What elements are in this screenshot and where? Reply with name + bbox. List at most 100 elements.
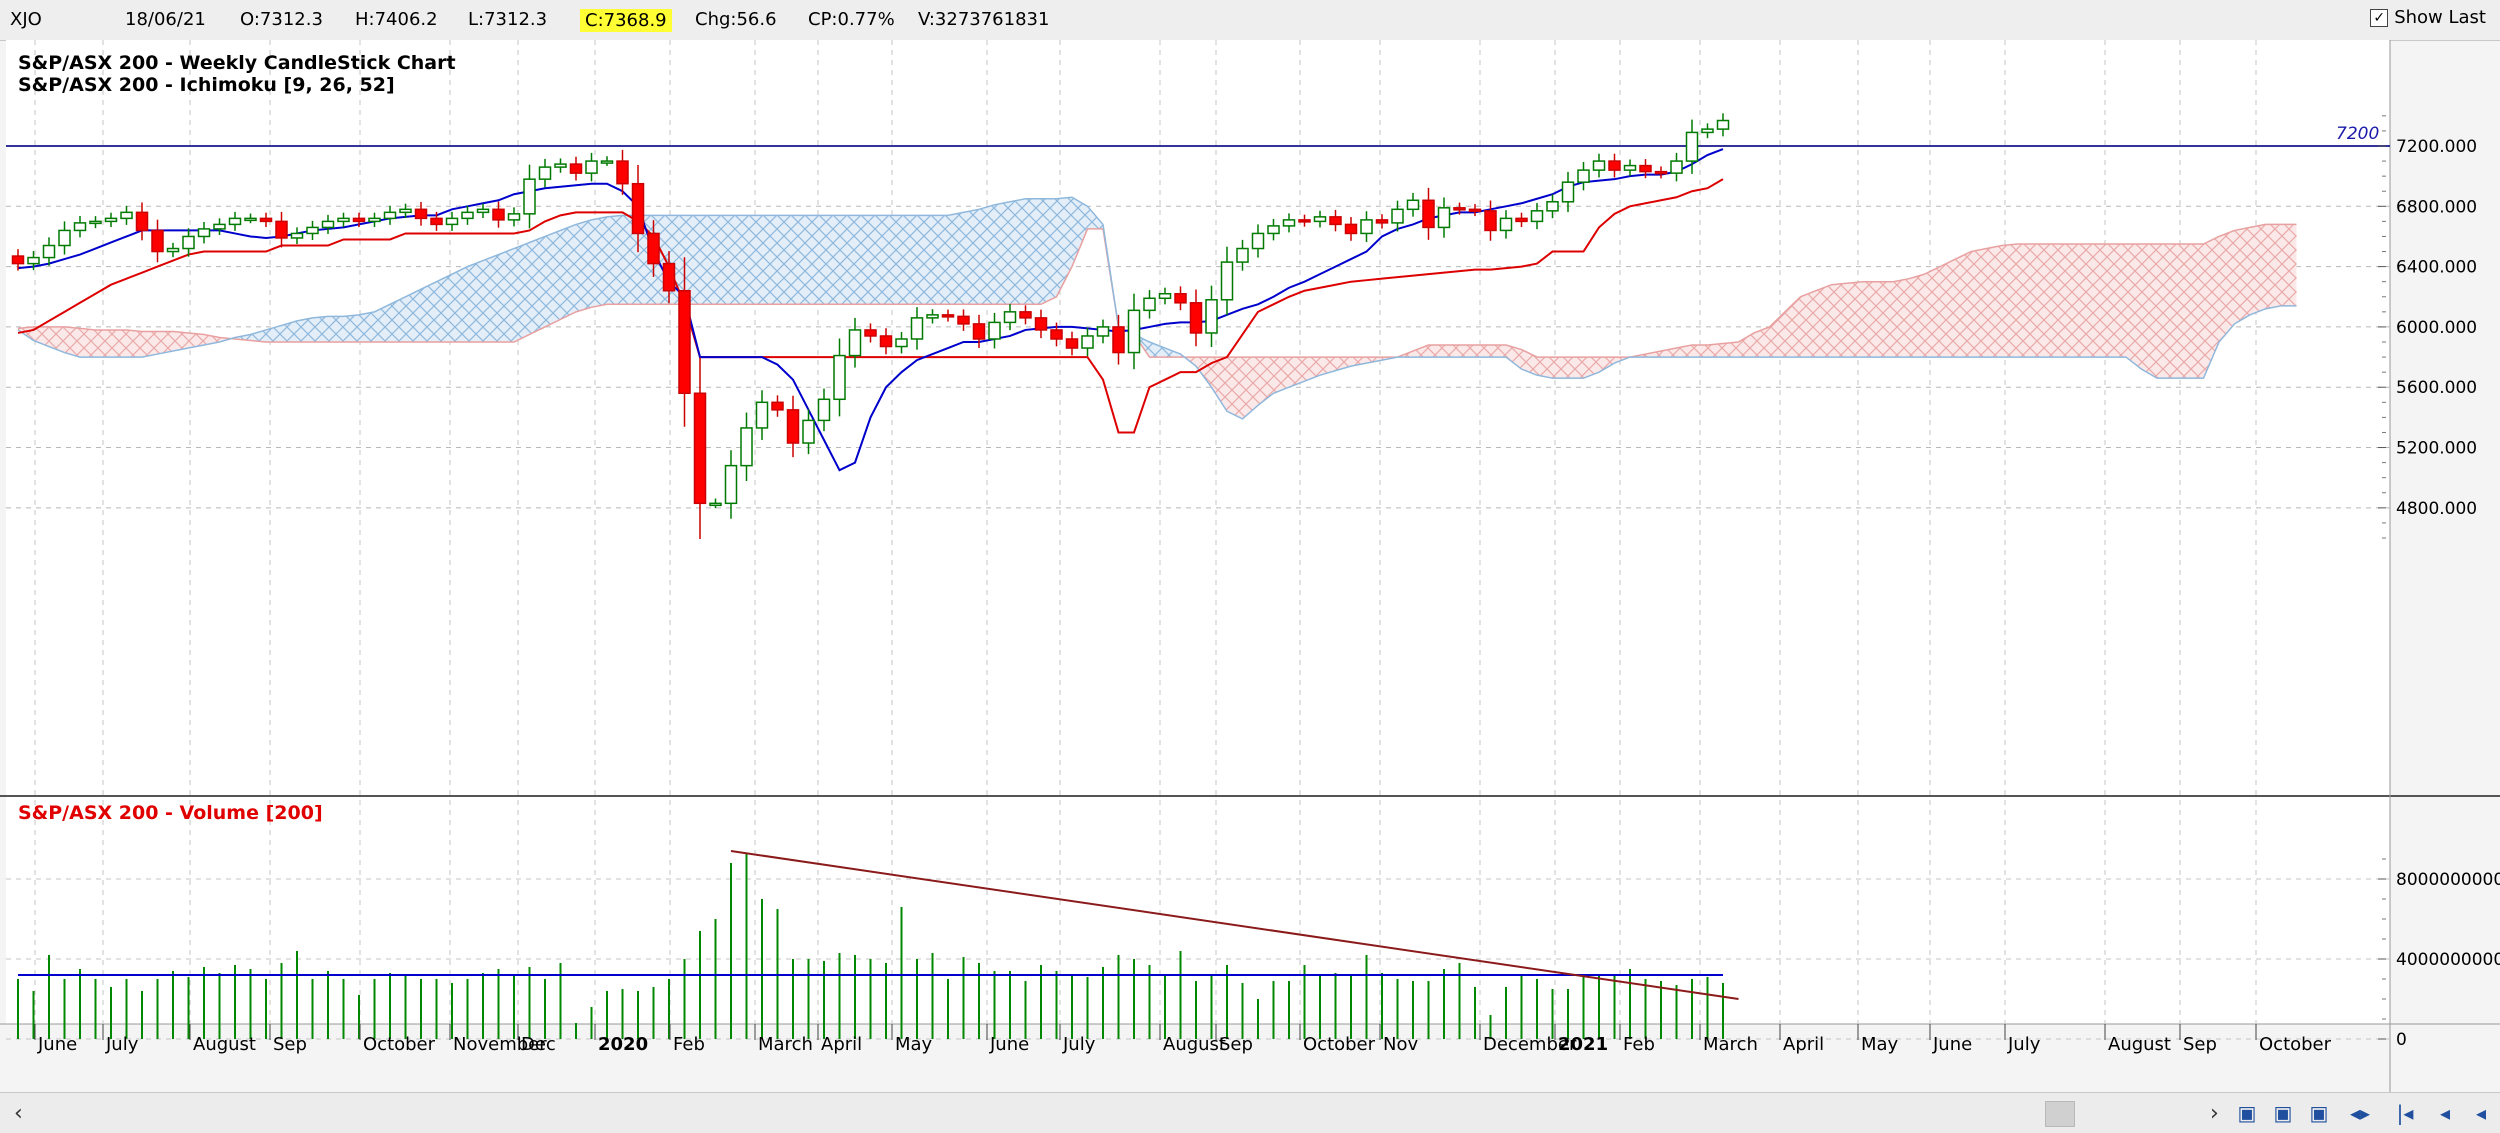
cloud-segment [808, 215, 824, 305]
cloud-segment [1738, 332, 1754, 358]
candle-up [306, 226, 319, 235]
candle-up [817, 398, 831, 422]
date-tick-label: October [2259, 1034, 2332, 1055]
horizontal-scrollbar[interactable]: ‹ › ▣ ▣ ▣ ◂▸ |◂ ◂ ◂ [0, 1092, 2500, 1133]
candle-up [1592, 160, 1606, 171]
candle-down [1422, 199, 1435, 229]
cloud-segment [2234, 227, 2250, 324]
candle-down [1189, 302, 1203, 334]
cloud-segment [2033, 244, 2049, 358]
candle-up [1530, 210, 1544, 223]
zoom-reset-icon[interactable]: ▣ [2309, 1101, 2329, 1125]
checkbox-check-icon[interactable]: ✓ [2370, 8, 2389, 27]
zoom-out-icon[interactable]: ▣ [2273, 1101, 2293, 1125]
candle-up [802, 419, 815, 444]
candle-up [1406, 199, 1420, 211]
candle-down [771, 401, 784, 411]
volume-tick-label: 4000000000 [2396, 950, 2500, 970]
show-last-label: Show Last [2394, 7, 2486, 28]
candle-up [833, 354, 846, 401]
cloud-segment [2141, 244, 2157, 379]
cloud-segment [793, 215, 809, 305]
date-tick-label: July [1062, 1034, 1096, 1055]
cloud-segment [421, 281, 437, 342]
cloud-segment [142, 331, 158, 358]
volume-title: S&P/ASX 200 - Volume [200] [18, 802, 323, 824]
cloud-segment [1692, 345, 1708, 358]
chart-area[interactable]: 7200 4800.000 5200.000 5600.000 6000.000 640… [0, 40, 2500, 1092]
candle-up [1205, 299, 1218, 334]
symbol: XJO [10, 9, 42, 30]
cloud-segment [328, 316, 344, 342]
cloud-segment [281, 320, 297, 342]
date-tick-label: August [193, 1034, 256, 1055]
scrollbar-thumb[interactable] [2045, 1101, 2075, 1127]
candle-up [399, 208, 412, 214]
cloud-segment [1893, 278, 1909, 358]
cloud-segment [1707, 343, 1723, 358]
next-page-icon[interactable]: ◂ [2475, 1101, 2487, 1125]
date-tick-label: Sep [1219, 1034, 1253, 1055]
zoom-in-icon[interactable]: ▣ [2237, 1101, 2257, 1125]
candle-down [864, 329, 877, 337]
cloud-segment [1831, 283, 1847, 358]
candle-up [895, 338, 908, 348]
candle-up [290, 232, 304, 239]
cloud-segment [1816, 284, 1832, 358]
scroll-right-icon[interactable]: › [2210, 1101, 2219, 1126]
cloud-segment [1056, 197, 1072, 297]
level-label: 7200 [2336, 124, 2379, 144]
candle-up [244, 217, 257, 222]
cloud-segment [1258, 357, 1274, 406]
cloud-segment [1800, 290, 1816, 358]
candle-down [135, 211, 149, 232]
candle-up [910, 317, 924, 340]
cloud-segment [64, 326, 80, 358]
cloud-segment [157, 331, 173, 355]
candle-up [523, 178, 536, 215]
date-tick-label: June [989, 1034, 1029, 1055]
candle-up [1127, 309, 1141, 354]
cloud-segment [1986, 245, 2002, 358]
candle-down [1639, 164, 1652, 173]
cloud-segment [777, 215, 793, 305]
cloud-segment [1909, 274, 1925, 358]
candle-down [414, 208, 428, 220]
candle-down [1344, 223, 1358, 235]
candle-down [972, 323, 986, 340]
cloud-segment [700, 215, 716, 305]
candle-up [42, 244, 56, 259]
first-page-icon[interactable]: |◂ [2396, 1101, 2414, 1125]
show-last-checkbox[interactable]: ✓ Show Last [2370, 7, 2486, 28]
cloud-segment [2126, 244, 2142, 370]
date-tick-label: Sep [2183, 1034, 2217, 1055]
candle-down [352, 217, 366, 223]
candles [11, 113, 1730, 539]
cloud-segment [1149, 342, 1165, 358]
cloud-segment [1568, 357, 1584, 379]
senkou-b-line [17, 196, 2297, 420]
candle-down [151, 229, 164, 253]
price-axis: 4800.000 5200.000 5600.000 6000.000 6400.000… [2378, 115, 2477, 539]
fit-icon[interactable]: ◂▸ [2349, 1101, 2371, 1125]
candle-up [1391, 208, 1404, 224]
cloud-segment [2017, 244, 2033, 358]
cloud-segment [622, 215, 638, 305]
candle-down [1375, 219, 1389, 224]
candle-down [662, 262, 676, 292]
cloud-segment [1537, 357, 1553, 379]
volume-value: V:3273761831 [918, 9, 1050, 30]
candle-up [213, 223, 226, 230]
chart-svg[interactable]: 7200 4800.000 5200.000 5600.000 6000.000 640… [0, 40, 2500, 1092]
cloud-segment [545, 230, 561, 327]
date-tick-label: July [2007, 1034, 2041, 1055]
cloud-segment [2064, 244, 2080, 358]
cloud-segment [855, 215, 871, 305]
candle-down [259, 217, 273, 223]
cloud-segment [731, 215, 747, 305]
candle-up [27, 256, 40, 265]
cloud-segment [95, 329, 111, 358]
prev-page-icon[interactable]: ◂ [2439, 1101, 2451, 1125]
scroll-left-icon[interactable]: ‹ [14, 1101, 23, 1126]
date-tick-label: October [1303, 1034, 1376, 1055]
